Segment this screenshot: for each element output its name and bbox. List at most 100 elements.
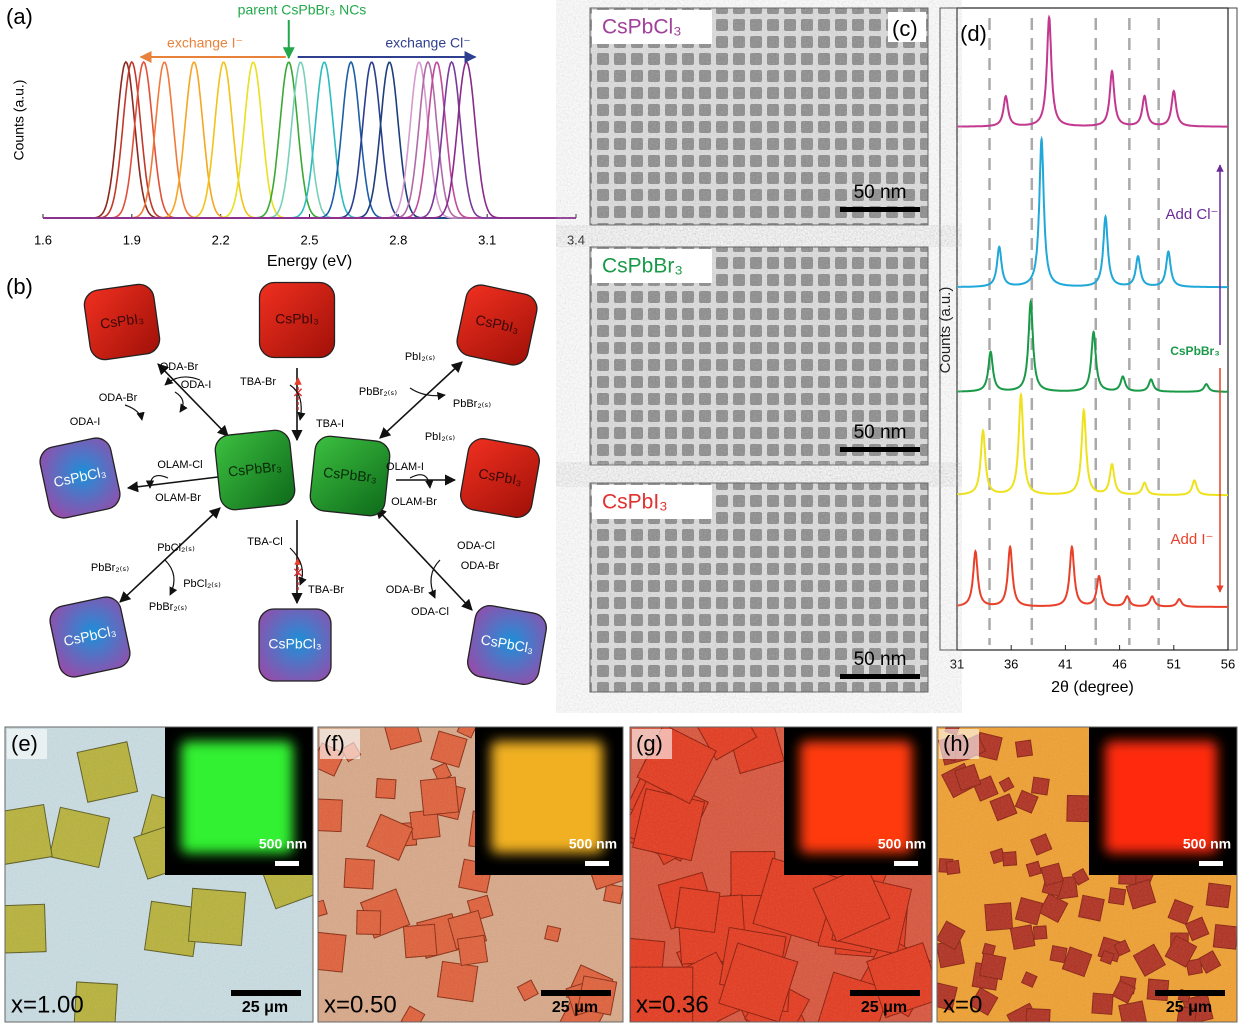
- reagent: ODA-Cl: [457, 540, 495, 552]
- reagent: PbCl₂₍ₛ₎: [157, 542, 195, 554]
- compound-label: CsPbCl₃: [602, 16, 682, 39]
- reagent: TBA-I: [316, 418, 344, 430]
- inset-scale: 500 nm: [569, 836, 617, 852]
- scale-bar: [231, 990, 301, 996]
- crystal-label: CsPbI₃: [275, 311, 319, 327]
- crystal: CsPbI₃: [454, 282, 539, 367]
- scale-label: 25 μm: [242, 999, 288, 1016]
- scale-bar: [850, 990, 920, 996]
- reagent: PbI₂₍ₛ₎: [405, 351, 436, 363]
- panel-label: (a): [6, 4, 33, 29]
- compound-label: CsPbBr₃: [602, 255, 683, 278]
- composition: x=0: [943, 991, 982, 1018]
- compound-label: CsPbI₃: [602, 491, 668, 514]
- crystal: CsPbI₃: [260, 283, 335, 358]
- x-tick-label: 46: [1112, 656, 1126, 671]
- annotation: Add Cl⁻: [1166, 206, 1219, 223]
- composition: x=0.36: [636, 991, 709, 1018]
- scale-bar: [541, 990, 611, 996]
- reagent: PbCl₂₍ₛ₎: [183, 578, 221, 590]
- micrograph: 500 nm (h) 25 μm x=0: [929, 720, 1240, 1025]
- reagent: TBA-Br: [308, 584, 344, 596]
- annotation: parent CsPbBr₃ NCs: [238, 2, 367, 18]
- y-axis-label: Counts (a.u.): [937, 287, 954, 374]
- x-tick-label: 1.9: [123, 232, 141, 247]
- reagent: OLAM-I: [386, 461, 424, 473]
- annotation: CsPbBr₃: [1170, 344, 1220, 358]
- reagent: PbBr₂₍ₛ₎: [91, 562, 130, 574]
- reagent: TBA-Cl: [247, 536, 282, 548]
- reagent: PbBr₂₍ₛ₎: [149, 601, 188, 613]
- panel-label: (e): [11, 731, 38, 756]
- crystal: CsPbI₃: [458, 436, 541, 519]
- reagent: ODA-Br: [160, 361, 199, 373]
- scale-label: 50 nm: [854, 422, 907, 443]
- annotation: exchange I⁻: [167, 35, 243, 51]
- micrograph: 500 nm (f) 25 μm x=0.50: [305, 711, 626, 1025]
- inset-bar: [1199, 861, 1223, 866]
- reagent: ODA-Br: [99, 392, 138, 404]
- x-tick-label: 3.4: [567, 232, 585, 247]
- reagent: PbI₂₍ₛ₎: [425, 431, 456, 443]
- crystal: CsPbCl₃: [259, 609, 331, 681]
- scale-bar: [840, 674, 920, 679]
- x-tick-label: 3.1: [478, 232, 496, 247]
- scale-bar: [1155, 990, 1225, 996]
- micrograph: 500 nm (g) 25 μm x=0.36: [605, 696, 966, 1025]
- reagent: PbBr₂₍ₛ₎: [359, 386, 398, 398]
- inset-scale: 500 nm: [1183, 836, 1231, 852]
- y-axis-label: Counts (a.u.): [11, 80, 27, 161]
- panel-label: (f): [324, 731, 345, 756]
- scale-label: 25 μm: [861, 999, 907, 1016]
- annotation: exchange Cl⁻: [385, 35, 470, 51]
- inset-bar: [894, 861, 918, 866]
- x-tick-label: 2.5: [300, 232, 318, 247]
- reagent: ODA-I: [70, 416, 101, 428]
- crystal: CsPbBr₃: [309, 435, 391, 517]
- crystal: CsPbBr₃: [214, 429, 296, 511]
- crystal: CsPbCl₃: [37, 435, 122, 520]
- page: {"chart_data":[ {"type":"spectra","label…: [0, 0, 1240, 1025]
- reagent: ODA-Br: [386, 584, 425, 596]
- figure: (a)Counts (a.u.)Energy (eV)1.61.92.22.52…: [0, 0, 1240, 1025]
- x-tick-label: 41: [1058, 656, 1072, 671]
- inset-bar: [275, 861, 299, 866]
- micrograph: 500 nm (e) 25 μm x=1.00: [0, 715, 320, 1025]
- scale-bar: [840, 207, 920, 212]
- crystal: CsPbI₃: [82, 282, 161, 361]
- reagent: ODA-I: [181, 379, 212, 391]
- panel-label: (c): [892, 16, 918, 41]
- panel-label: (b): [6, 274, 33, 299]
- scale-label: 25 μm: [552, 999, 598, 1016]
- x-axis-label: 2θ (degree): [1051, 679, 1134, 696]
- reagent: PbBr₂₍ₛ₎: [453, 398, 492, 410]
- scale-label: 25 μm: [1166, 999, 1212, 1016]
- composition: x=1.00: [11, 991, 84, 1018]
- x-tick-label: 56: [1221, 656, 1235, 671]
- inset-scale: 500 nm: [878, 836, 926, 852]
- composition: x=0.50: [324, 991, 397, 1018]
- reagent: ODA-Br: [461, 560, 500, 572]
- x-tick-label: 2.8: [389, 232, 407, 247]
- panel-label: (h): [943, 731, 970, 756]
- x-tick-label: 51: [1167, 656, 1181, 671]
- panel-label: (d): [960, 21, 987, 46]
- reagent: OLAM-Br: [391, 496, 437, 508]
- inset-bar: [585, 861, 609, 866]
- reagent: OLAM-Br: [155, 492, 201, 504]
- reagent: OLAM-Cl: [157, 459, 202, 471]
- scale-label: 50 nm: [854, 182, 907, 203]
- x-axis-label: Energy (eV): [267, 253, 352, 270]
- reagent: TBA-Br: [240, 376, 276, 388]
- scale-bar: [840, 447, 920, 452]
- inset-scale: 500 nm: [259, 836, 307, 852]
- annotation: Add I⁻: [1171, 531, 1214, 548]
- crystal: CsPbCl₃: [465, 603, 548, 686]
- crystal-label: CsPbCl₃: [268, 636, 321, 652]
- x-tick-label: 31: [950, 656, 964, 671]
- crystal: CsPbCl₃: [47, 594, 132, 679]
- x-tick-label: 2.2: [212, 232, 230, 247]
- scale-label: 50 nm: [854, 649, 907, 670]
- panel-label: (g): [636, 731, 663, 756]
- x-tick-label: 36: [1004, 656, 1018, 671]
